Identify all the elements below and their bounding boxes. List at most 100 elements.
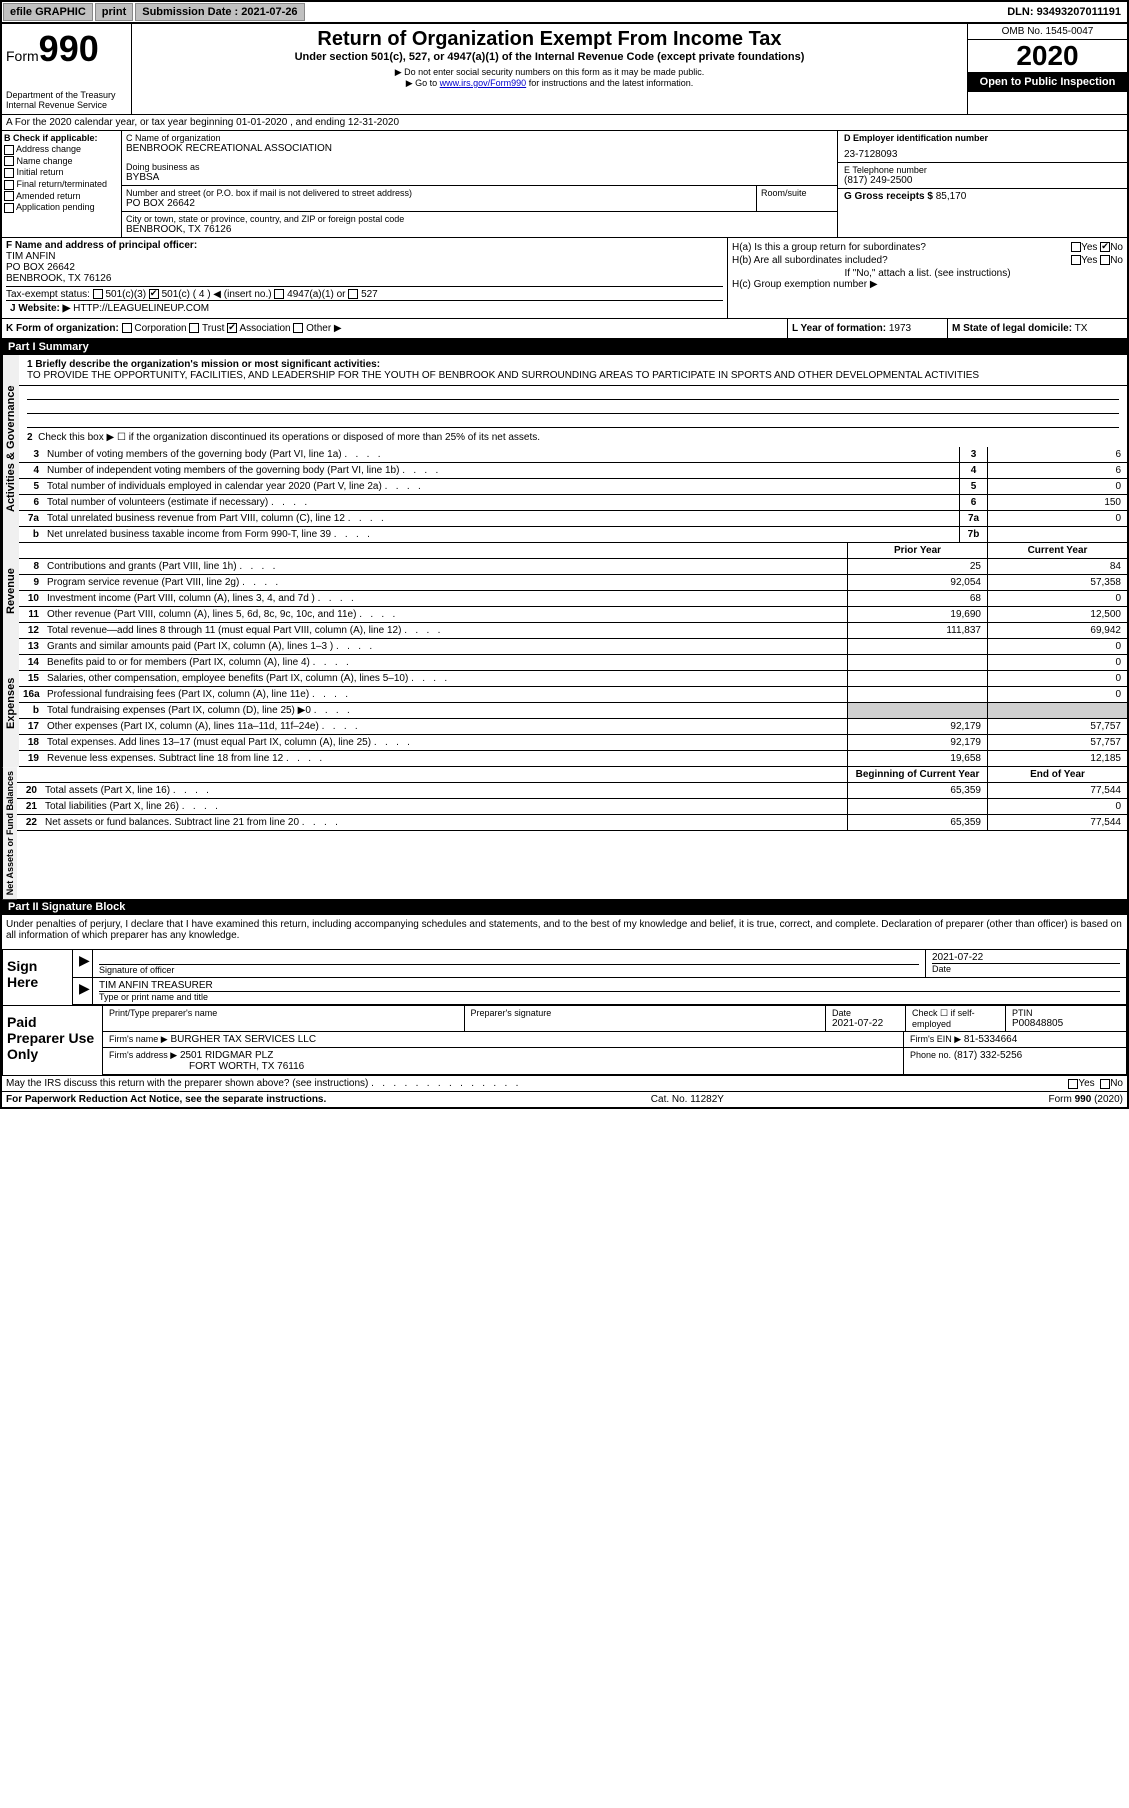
- addr-label: Number and street (or P.O. box if mail i…: [126, 188, 752, 198]
- table-row: 20Total assets (Part X, line 16)65,35977…: [17, 783, 1127, 799]
- form-number: Form990: [6, 28, 127, 70]
- ha-no[interactable]: [1100, 242, 1110, 252]
- col-d: D Employer identification number 23-7128…: [837, 131, 1127, 237]
- officer-label: F Name and address of principal officer:: [6, 240, 723, 251]
- dba-label: Doing business as: [126, 162, 833, 172]
- ha-label: H(a) Is this a group return for subordin…: [732, 242, 926, 253]
- table-row: 3Number of voting members of the governi…: [19, 447, 1127, 463]
- chk-address[interactable]: Address change: [4, 144, 119, 155]
- table-row: 7aTotal unrelated business revenue from …: [19, 511, 1127, 527]
- table-row: 14Benefits paid to or for members (Part …: [19, 655, 1127, 671]
- footer-left: For Paperwork Reduction Act Notice, see …: [6, 1094, 326, 1105]
- chk-assoc[interactable]: [227, 323, 237, 333]
- org-name: BENBROOK RECREATIONAL ASSOCIATION: [126, 143, 833, 154]
- discuss-no[interactable]: [1100, 1079, 1110, 1089]
- paid-preparer: Paid Preparer Use Only Print/Type prepar…: [2, 1006, 1127, 1076]
- chk-501c[interactable]: [149, 289, 159, 299]
- firm-ein: 81-5334664: [964, 1034, 1017, 1045]
- chk-amended[interactable]: Amended return: [4, 191, 119, 202]
- gross-label: G Gross receipts $: [844, 191, 933, 202]
- expenses-section: Expenses 13Grants and similar amounts pa…: [2, 639, 1127, 767]
- ptin: P00848805: [1012, 1018, 1120, 1029]
- arrow-icon: ▶: [73, 950, 93, 977]
- hb-yes[interactable]: [1071, 255, 1081, 265]
- dln: DLN: 93493207011191: [1001, 4, 1127, 20]
- hb-no[interactable]: [1100, 255, 1110, 265]
- prep-name-label: Print/Type preparer's name: [103, 1006, 465, 1031]
- footer: For Paperwork Reduction Act Notice, see …: [2, 1092, 1127, 1107]
- line-a: A For the 2020 calendar year, or tax yea…: [2, 115, 1127, 131]
- revenue-header: Prior Year Current Year: [19, 543, 1127, 559]
- signer-name: TIM ANFIN TREASURER: [99, 980, 1120, 991]
- governance-tab: Activities & Governance: [2, 355, 19, 543]
- blank-line: [27, 400, 1119, 414]
- city: BENBROOK, TX 76126: [126, 224, 833, 235]
- header: Form990 Department of the Treasury Inter…: [2, 24, 1127, 115]
- expenses-tab: Expenses: [2, 639, 19, 767]
- prep-sig-label: Preparer's signature: [465, 1006, 827, 1031]
- col-b: B Check if applicable: Address change Na…: [2, 131, 122, 237]
- chk-527[interactable]: [348, 289, 358, 299]
- dba: BYBSA: [126, 172, 833, 183]
- table-row: 15Salaries, other compensation, employee…: [19, 671, 1127, 687]
- sig-officer-label: Signature of officer: [99, 964, 919, 975]
- form-container: efile GRAPHIC print Submission Date : 20…: [0, 0, 1129, 1109]
- print-button[interactable]: print: [95, 3, 133, 21]
- chk-trust[interactable]: [189, 323, 199, 333]
- discuss-row: May the IRS discuss this return with the…: [2, 1076, 1127, 1092]
- state-domicile: TX: [1075, 323, 1088, 334]
- discuss-yes[interactable]: [1068, 1079, 1078, 1089]
- dept-label: Department of the Treasury Internal Reve…: [6, 90, 127, 110]
- table-row: 10Investment income (Part VIII, column (…: [19, 591, 1127, 607]
- line2: 2 Check this box ▶ ☐ if the organization…: [19, 428, 1127, 447]
- tax-status-row: Tax-exempt status: 501(c)(3) 501(c) ( 4 …: [6, 286, 723, 300]
- firm-addr1: 2501 RIDGMAR PLZ: [180, 1050, 273, 1061]
- sign-label: Sign Here: [3, 950, 73, 1005]
- row-k: K Form of organization: Corporation Trus…: [2, 319, 1127, 339]
- note-link: ▶ Go to www.irs.gov/Form990 for instruct…: [136, 78, 963, 89]
- footer-right: Form 990 (2020): [1049, 1094, 1123, 1105]
- chk-501c3[interactable]: [93, 289, 103, 299]
- ha-yes[interactable]: [1071, 242, 1081, 252]
- netassets-section: Net Assets or Fund Balances Beginning of…: [2, 767, 1127, 899]
- prep-date: 2021-07-22: [832, 1018, 899, 1029]
- revenue-section: Revenue Prior Year Current Year 8Contrib…: [2, 543, 1127, 639]
- section-bcd: B Check if applicable: Address change Na…: [2, 131, 1127, 238]
- netassets-tab: Net Assets or Fund Balances: [2, 767, 17, 899]
- omb-number: OMB No. 1545-0047: [968, 24, 1127, 40]
- chk-corp[interactable]: [122, 323, 132, 333]
- section-fhij: F Name and address of principal officer:…: [2, 238, 1127, 319]
- table-row: 13Grants and similar amounts paid (Part …: [19, 639, 1127, 655]
- website-url: HTTP://LEAGUELINEUP.COM: [73, 303, 209, 314]
- officer-name: TIM ANFIN: [6, 251, 723, 262]
- mission-label: 1 Briefly describe the organization's mi…: [27, 359, 1119, 370]
- org-name-label: C Name of organization: [126, 133, 833, 143]
- form-subtitle: Under section 501(c), 527, or 4947(a)(1)…: [136, 51, 963, 63]
- chk-4947[interactable]: [274, 289, 284, 299]
- irs-link[interactable]: www.irs.gov/Form990: [440, 78, 527, 88]
- chk-initial[interactable]: Initial return: [4, 167, 119, 178]
- table-row: 22Net assets or fund balances. Subtract …: [17, 815, 1127, 831]
- table-row: 19Revenue less expenses. Subtract line 1…: [19, 751, 1127, 767]
- tax-status-label: Tax-exempt status:: [6, 289, 90, 300]
- hb-note: If "No," attach a list. (see instruction…: [732, 268, 1123, 279]
- efile-label: efile GRAPHIC: [3, 3, 93, 21]
- firm-phone: (817) 332-5256: [954, 1050, 1022, 1061]
- part1-header: Part I Summary: [2, 339, 1127, 355]
- table-row: 17Other expenses (Part IX, column (A), l…: [19, 719, 1127, 735]
- chk-final[interactable]: Final return/terminated: [4, 179, 119, 190]
- chk-other[interactable]: [293, 323, 303, 333]
- form-title: Return of Organization Exempt From Incom…: [136, 28, 963, 51]
- addr: PO BOX 26642: [126, 198, 752, 209]
- chk-pending[interactable]: Application pending: [4, 202, 119, 213]
- chk-name[interactable]: Name change: [4, 156, 119, 167]
- col-h: H(a) Is this a group return for subordin…: [727, 238, 1127, 318]
- table-row: 11Other revenue (Part VIII, column (A), …: [19, 607, 1127, 623]
- hc-label: H(c) Group exemption number ▶: [732, 279, 1123, 290]
- room-label: Room/suite: [757, 186, 837, 211]
- note-ssn: ▶ Do not enter social security numbers o…: [136, 67, 963, 78]
- table-row: 6Total number of volunteers (estimate if…: [19, 495, 1127, 511]
- hb-label: H(b) Are all subordinates included?: [732, 255, 888, 266]
- sign-here: Sign Here ▶ Signature of officer 2021-07…: [2, 949, 1127, 1006]
- col-c: C Name of organization BENBROOK RECREATI…: [122, 131, 837, 237]
